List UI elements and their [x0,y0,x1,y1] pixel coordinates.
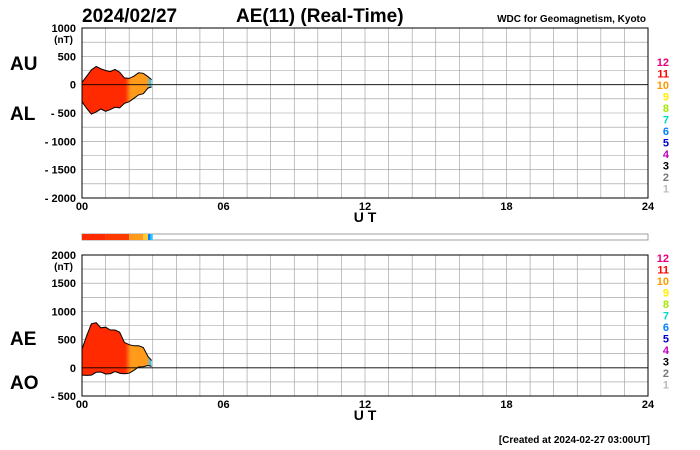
x-tick-label: 18 [500,399,512,411]
x-axis-label: U T [354,209,377,225]
institution-label: WDC for Geomagnetism, Kyoto [497,14,646,25]
x-tick-label: 06 [217,399,229,411]
station-bar-segment [105,234,130,240]
series-line-ao [81,364,152,376]
side-label-ao: AO [10,373,39,394]
data-area-fill [82,66,152,115]
x-tick-label: 06 [217,201,229,213]
chart-date: 2024/02/27 [82,6,177,27]
au-al-panel: 1000 500 0 - 500 - 1000 - 1500 - 2000 (nT) 00 06 1… [10,23,670,225]
side-label-ae: AE [10,329,36,350]
plot-frame [81,27,649,199]
y-tick-label: 2000 [52,250,76,262]
y-tick-label: 1000 [52,23,76,35]
station-scale-11: 11 [657,265,669,277]
y-tick-label: 1500 [52,278,76,290]
station-bar-frame [81,233,649,241]
station-scale-9: 9 [663,288,669,300]
x-tick-label: 00 [76,399,88,411]
y-tick-label: - 1000 [45,136,76,148]
station-scale-10: 10 [657,80,669,92]
station-bar-segment [148,234,151,240]
y-tick-label: - 500 [51,108,76,120]
x-tick-label: 00 [76,201,88,213]
station-scale-3: 3 [663,161,669,173]
station-bar-segment [129,234,144,240]
station-scale-7: 7 [663,311,669,323]
series-line-ae [81,322,152,361]
y-tick-label: 0 [70,80,76,92]
data-area-fill [82,322,152,376]
station-scale-12: 12 [657,253,669,265]
y-tick-label: - 2000 [45,193,76,205]
y-tick-label: 500 [58,51,76,63]
station-bar-segment [150,234,153,240]
x-tick-label: 12 [359,201,371,213]
y-tick-label: - 500 [51,391,76,403]
station-scale-6: 6 [663,322,669,334]
x-tick-label: 24 [642,201,655,213]
station-scale-11: 11 [657,69,669,81]
station-scale-2: 2 [663,172,669,184]
station-scale-1: 1 [663,184,669,196]
y-tick-label: 0 [70,363,76,375]
station-scale-12: 12 [657,57,669,69]
station-scale-8: 8 [663,299,669,311]
side-label-au: AU [10,54,37,75]
station-scale-7: 7 [663,115,669,127]
station-scale-1: 1 [663,380,669,392]
station-bar-segment [143,234,149,240]
station-scale-4: 4 [663,149,670,161]
chart-title: AE(11) (Real-Time) [236,6,404,27]
station-scale-10: 10 [657,276,669,288]
y-tick-label: 1000 [52,306,76,318]
y-tick-label: - 1500 [45,165,76,177]
station-scale-5: 5 [663,334,669,346]
plot-frame [81,254,649,397]
x-tick-label: 24 [642,399,655,411]
x-tick-label: 12 [359,399,371,411]
y-unit-label: (nT) [54,262,73,273]
y-unit-label: (nT) [54,35,73,46]
y-tick-label: 500 [58,335,76,347]
created-timestamp: [Created at 2024-02-27 03:00UT] [499,435,650,446]
station-scale-2: 2 [663,368,669,380]
station-scale-4: 4 [663,345,670,357]
series-line-au [81,65,152,83]
series-line-al [81,86,152,115]
station-bar-segment [82,234,106,240]
side-label-al: AL [10,104,36,125]
station-scale-9: 9 [663,92,669,104]
station-scale-5: 5 [663,138,669,150]
x-tick-label: 18 [500,201,512,213]
station-scale-6: 6 [663,126,669,138]
x-axis-label: U T [354,407,377,423]
station-scale-8: 8 [663,103,669,115]
station-scale-3: 3 [663,357,669,369]
station-count-bar [81,233,649,241]
